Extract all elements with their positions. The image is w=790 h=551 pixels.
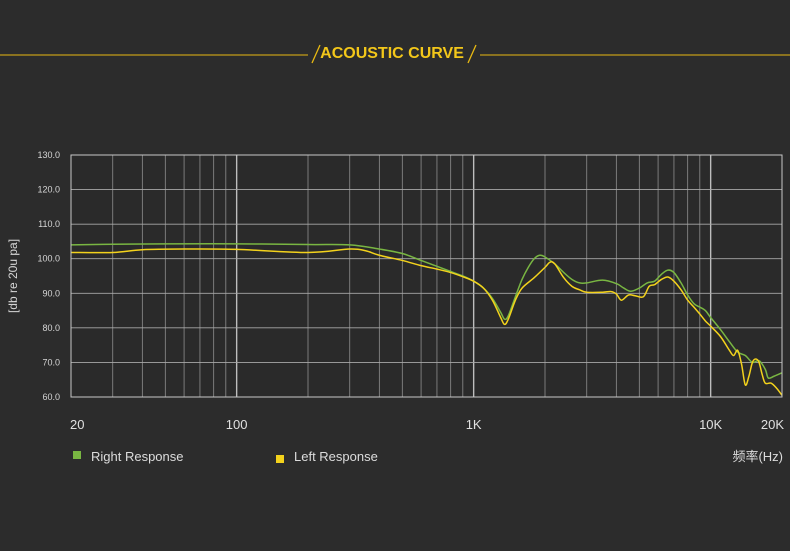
y-tick-label: 120.0 [37,185,60,195]
legend: Right Response Left Response [73,449,378,464]
y-tick-label: 60.0 [42,392,60,402]
legend-swatch-right [73,451,81,459]
header-slash-right [467,44,477,64]
y-axis-label: [db re 20u pa] [6,239,20,313]
x-tick-label: 100 [226,417,248,432]
series-line-right-response [70,243,783,380]
x-tick-label: 20 [70,417,84,432]
legend-label-left: Left Response [294,449,378,464]
plot-frame [70,154,783,398]
plot-area [71,155,782,397]
y-tick-label: 100.0 [37,254,60,264]
legend-swatch-left [276,455,284,463]
series-lines [70,243,783,396]
header-slash-left [311,44,321,64]
y-tick-label: 80.0 [42,323,60,333]
x-tick-label: 1K [466,417,482,432]
legend-label-right: Right Response [91,449,184,464]
y-tick-label: 110.0 [38,219,60,229]
chart-title: ACOUSTIC CURVE [320,45,464,62]
y-tick-labels: 130.0 120.0 110.0 100.0 90.0 80.0 70.0 60.0 [37,150,60,402]
y-tick-label: 130.0 [37,150,60,160]
grid [71,155,782,397]
x-axis-label: 频率(Hz) [732,449,783,464]
series-line-left-response [70,248,783,396]
y-tick-label: 90.0 [42,288,60,298]
x-tick-labels: 20 100 1K 10K 20K [70,417,784,432]
y-tick-label: 70.0 [42,357,60,367]
x-tick-label: 10K [699,417,722,432]
x-tick-label: 20K [761,417,784,432]
